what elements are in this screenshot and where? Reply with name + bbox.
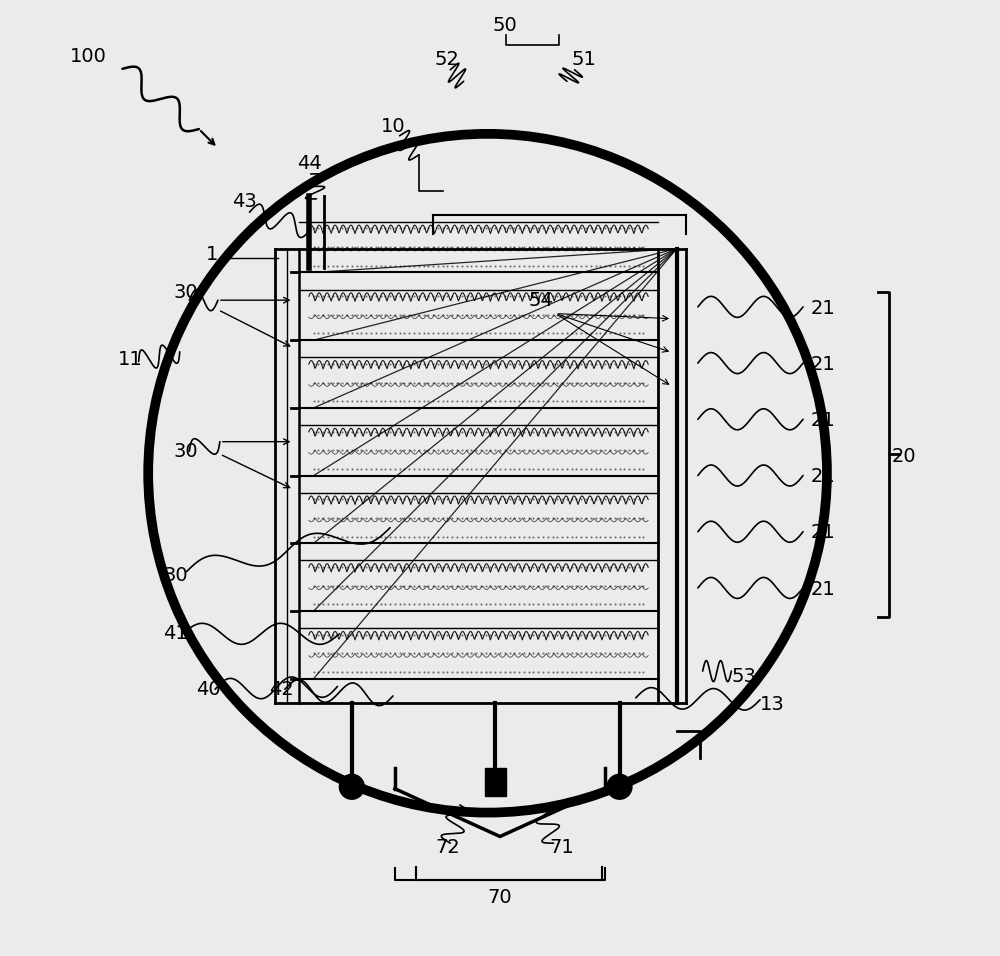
Text: 50: 50 [492,15,517,34]
Text: 21: 21 [811,467,835,487]
Circle shape [607,774,632,799]
Text: 21: 21 [811,411,835,430]
Text: 70: 70 [488,888,512,907]
Text: 41: 41 [163,623,188,642]
Text: 30: 30 [163,566,188,585]
Text: 20: 20 [892,446,917,466]
Text: 53: 53 [731,666,756,685]
Text: 21: 21 [811,355,835,374]
Text: 72: 72 [435,837,460,857]
Text: 21: 21 [811,524,835,542]
Text: 42: 42 [269,680,293,699]
Text: 1: 1 [206,245,218,264]
Text: 21: 21 [811,579,835,598]
Text: 44: 44 [297,154,322,173]
Text: 100: 100 [70,47,107,66]
Text: 11: 11 [118,350,142,369]
Text: 43: 43 [232,192,257,211]
Text: 30: 30 [173,442,198,461]
Text: 13: 13 [760,695,785,714]
Text: 10: 10 [380,117,405,136]
Text: 51: 51 [572,50,597,69]
Bar [485,768,506,796]
Text: 21: 21 [811,298,835,317]
Circle shape [339,774,364,799]
Text: 30: 30 [173,283,198,302]
Text: 71: 71 [550,837,574,857]
Text: 52: 52 [435,50,460,69]
Text: 40: 40 [196,680,221,699]
Text: 54: 54 [529,291,554,310]
